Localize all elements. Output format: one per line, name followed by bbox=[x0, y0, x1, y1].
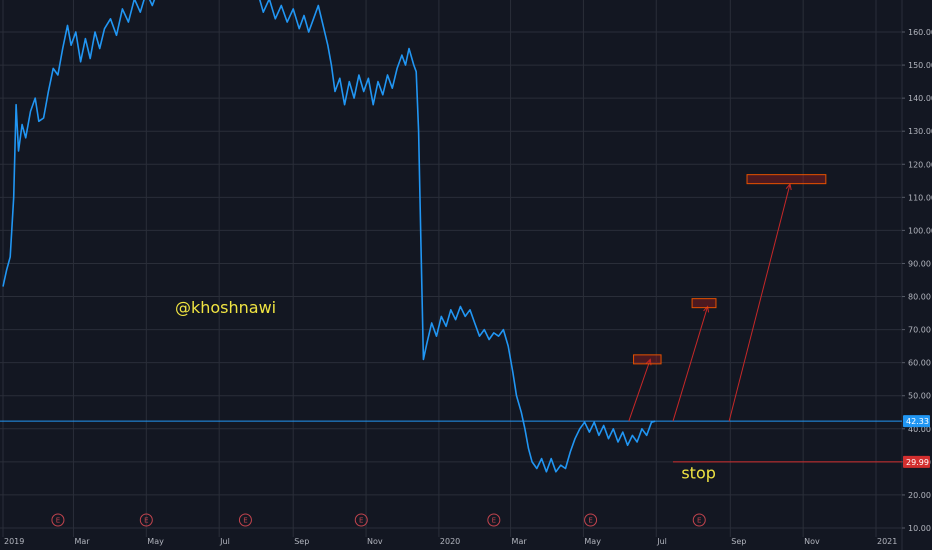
drawings[interactable] bbox=[628, 174, 827, 422]
target-box[interactable] bbox=[691, 298, 717, 309]
earnings-marker[interactable]: E bbox=[139, 513, 153, 527]
y-tick-label: 120.00 bbox=[908, 160, 932, 169]
earnings-marker-label: E bbox=[144, 517, 148, 525]
target-arrow-head bbox=[703, 305, 710, 313]
earnings-marker[interactable]: E bbox=[238, 513, 252, 527]
earnings-marker-circle bbox=[584, 513, 598, 527]
price-line[interactable] bbox=[2, 0, 656, 473]
text-annotation: stop bbox=[681, 463, 716, 482]
target-arrow-line[interactable] bbox=[728, 183, 791, 422]
x-tick-label: May bbox=[147, 537, 164, 546]
x-tick-label: Nov bbox=[804, 537, 820, 546]
price-tag-label: 29.99 bbox=[906, 458, 929, 467]
earnings-marker-label: E bbox=[243, 517, 247, 525]
price-tag-bg bbox=[903, 455, 930, 468]
price-series[interactable] bbox=[2, 0, 656, 473]
price-tags: 42.33 29.99 bbox=[903, 415, 930, 468]
target-box[interactable] bbox=[746, 174, 827, 185]
x-tick-label: May bbox=[584, 537, 601, 546]
x-tick-label: 2021 bbox=[877, 537, 897, 546]
target-arrow-head bbox=[645, 358, 652, 366]
x-tick-label: 2019 bbox=[4, 537, 24, 546]
earnings-marker-circle bbox=[139, 513, 153, 527]
price-tag-bg bbox=[903, 415, 930, 428]
earnings-marker[interactable]: E bbox=[354, 513, 368, 527]
y-tick-label: 100.00 bbox=[908, 226, 932, 235]
earnings-marker[interactable]: E bbox=[487, 513, 501, 527]
y-tick-label: 160.00 bbox=[908, 28, 932, 37]
y-axis: 10.0020.0030.0040.0050.0060.0070.0080.00… bbox=[901, 0, 932, 550]
y-tick-label: 20.00 bbox=[908, 491, 931, 500]
earnings-marker[interactable]: E bbox=[51, 513, 65, 527]
text-annotation: @khoshnawi bbox=[175, 298, 276, 317]
x-tick-label: Mar bbox=[74, 537, 90, 546]
y-tick-label: 90.00 bbox=[908, 259, 931, 268]
earnings-marker-circle bbox=[51, 513, 65, 527]
earnings-marker-label: E bbox=[588, 517, 592, 525]
earnings-marker-circle bbox=[354, 513, 368, 527]
earnings-marker-circle bbox=[487, 513, 501, 527]
earnings-marker[interactable]: E bbox=[692, 513, 706, 527]
x-tick-label: Jul bbox=[219, 537, 230, 546]
y-tick-label: 70.00 bbox=[908, 326, 931, 335]
y-tick-label: 110.00 bbox=[908, 193, 932, 202]
price-tag: 42.33 bbox=[903, 415, 930, 428]
price-levels[interactable] bbox=[0, 420, 902, 463]
price-tag: 29.99 bbox=[903, 455, 930, 468]
x-tick-label: Jul bbox=[656, 537, 667, 546]
target-arrow-line[interactable] bbox=[628, 359, 651, 422]
earnings-marker-label: E bbox=[359, 517, 363, 525]
earnings-marker[interactable]: E bbox=[584, 513, 598, 527]
x-axis: 2019 Mar May Jul Sep Nov 2020 Mar May Jul Sep Nov 20… bbox=[4, 537, 897, 546]
x-tick-label: 2020 bbox=[440, 537, 460, 546]
earnings-marker-label: E bbox=[697, 517, 701, 525]
y-tick-label: 60.00 bbox=[908, 359, 931, 368]
x-tick-label: Sep bbox=[731, 537, 746, 546]
earnings-marker-label: E bbox=[56, 517, 60, 525]
earnings-marker-label: E bbox=[492, 517, 496, 525]
x-tick-label: Sep bbox=[294, 537, 309, 546]
earnings-marker-circle bbox=[692, 513, 706, 527]
earnings-marker-circle bbox=[238, 513, 252, 527]
text-annotations: @khoshnawi stop bbox=[175, 298, 716, 482]
x-tick-label: Mar bbox=[512, 537, 528, 546]
y-tick-label: 80.00 bbox=[908, 293, 931, 302]
y-tick-label: 140.00 bbox=[908, 94, 932, 103]
y-tick-label: 150.00 bbox=[908, 61, 932, 70]
price-tag-label: 42.33 bbox=[906, 417, 929, 426]
target-arrow-line[interactable] bbox=[672, 306, 709, 422]
x-tick-label: Nov bbox=[367, 537, 383, 546]
y-tick-label: 10.00 bbox=[908, 524, 931, 533]
y-tick-label: 50.00 bbox=[908, 392, 931, 401]
y-tick-label: 40.00 bbox=[908, 425, 931, 434]
grid-lines bbox=[0, 0, 902, 537]
y-tick-label: 130.00 bbox=[908, 127, 932, 136]
target-box[interactable] bbox=[633, 354, 662, 365]
